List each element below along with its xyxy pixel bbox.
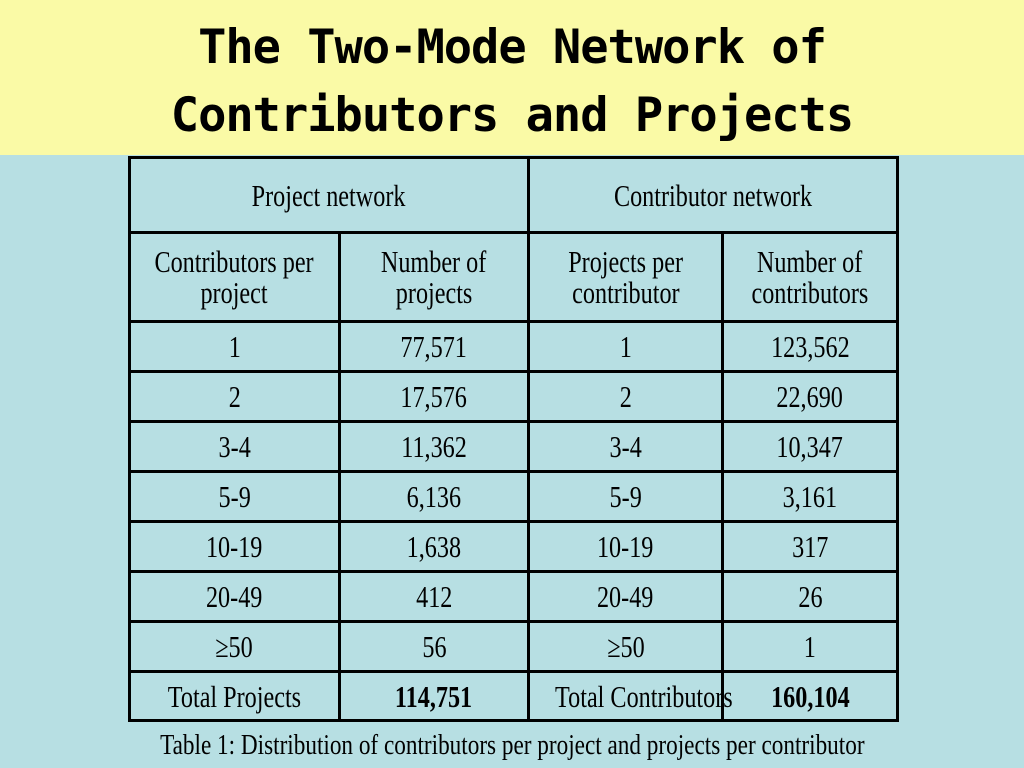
- total-projects-value: 114,751: [337, 670, 531, 722]
- column-header-projects-per-contributor: Projects per contributor: [527, 231, 725, 323]
- slide-title: The Two-Mode Network of Contributors and…: [0, 14, 1024, 150]
- table-cell: 3,161: [721, 470, 900, 523]
- table-cell: 123,562: [721, 320, 900, 373]
- table-cell: 5-9: [128, 470, 341, 523]
- table-cell: 6,136: [337, 470, 531, 523]
- table-cell: 10-19: [128, 520, 341, 573]
- table-cell: 11,362: [337, 420, 531, 473]
- table-cell: 10-19: [527, 520, 725, 573]
- table-cell: 2: [527, 370, 725, 423]
- table-cell: 1: [721, 620, 900, 673]
- table-row: 1 77,571 1 123,562: [128, 320, 900, 373]
- total-projects-label: Total Projects: [128, 670, 341, 722]
- table-row: 2 17,576 2 22,690: [128, 370, 900, 423]
- slide-title-line-2: Contributors and Projects: [170, 88, 854, 143]
- table-cell: ≥50: [527, 620, 725, 673]
- table-cell: 26: [721, 570, 900, 623]
- total-contributors-value: 160,104: [721, 670, 900, 722]
- table-cell: 77,571: [337, 320, 531, 373]
- column-header-contributors-per-project: Contributors per project: [128, 231, 341, 323]
- table-cell: 1,638: [337, 520, 531, 573]
- table-cell: 3-4: [527, 420, 725, 473]
- table-cell: 1: [527, 320, 725, 373]
- group-header-contributor-network: Contributor network: [527, 156, 900, 234]
- table-cell: 5-9: [527, 470, 725, 523]
- column-header-number-of-contributors: Number of contributors: [721, 231, 900, 323]
- column-header-row: Contributors per project Number of project…: [128, 231, 900, 323]
- table-caption: Table 1: Distribution of contributors pe…: [159, 729, 865, 761]
- table-row: ≥50 56 ≥50 1: [128, 620, 900, 673]
- table-cell: 3-4: [128, 420, 341, 473]
- table-row: 10-19 1,638 10-19 317: [128, 520, 900, 573]
- column-header-number-of-projects: Number of projects: [337, 231, 531, 323]
- title-band: [0, 0, 1024, 155]
- table-row: 5-9 6,136 5-9 3,161: [128, 470, 900, 523]
- totals-row: Total Projects 114,751 Total Contributor…: [128, 670, 900, 722]
- table-cell: 412: [337, 570, 531, 623]
- group-header-project-network: Project network: [127, 156, 531, 234]
- table-cell: 20-49: [527, 570, 725, 623]
- table-cell: 10,347: [721, 420, 900, 473]
- table-cell: ≥50: [128, 620, 341, 673]
- distribution-table: Project network Contributor network Cont…: [127, 156, 900, 722]
- table-cell: 56: [337, 620, 531, 673]
- group-header-row: Project network Contributor network: [127, 156, 900, 234]
- table-row: 3-4 11,362 3-4 10,347: [128, 420, 900, 473]
- table-row: 20-49 412 20-49 26: [128, 570, 900, 623]
- slide-title-line-1: The Two-Mode Network of: [198, 20, 827, 75]
- total-contributors-label: Total Contributors: [527, 670, 733, 722]
- table-cell: 1: [128, 320, 341, 373]
- table-cell: 20-49: [128, 570, 341, 623]
- table-cell: 2: [128, 370, 341, 423]
- table-cell: 22,690: [721, 370, 900, 423]
- table-cell: 317: [721, 520, 900, 573]
- table-cell: 17,576: [337, 370, 531, 423]
